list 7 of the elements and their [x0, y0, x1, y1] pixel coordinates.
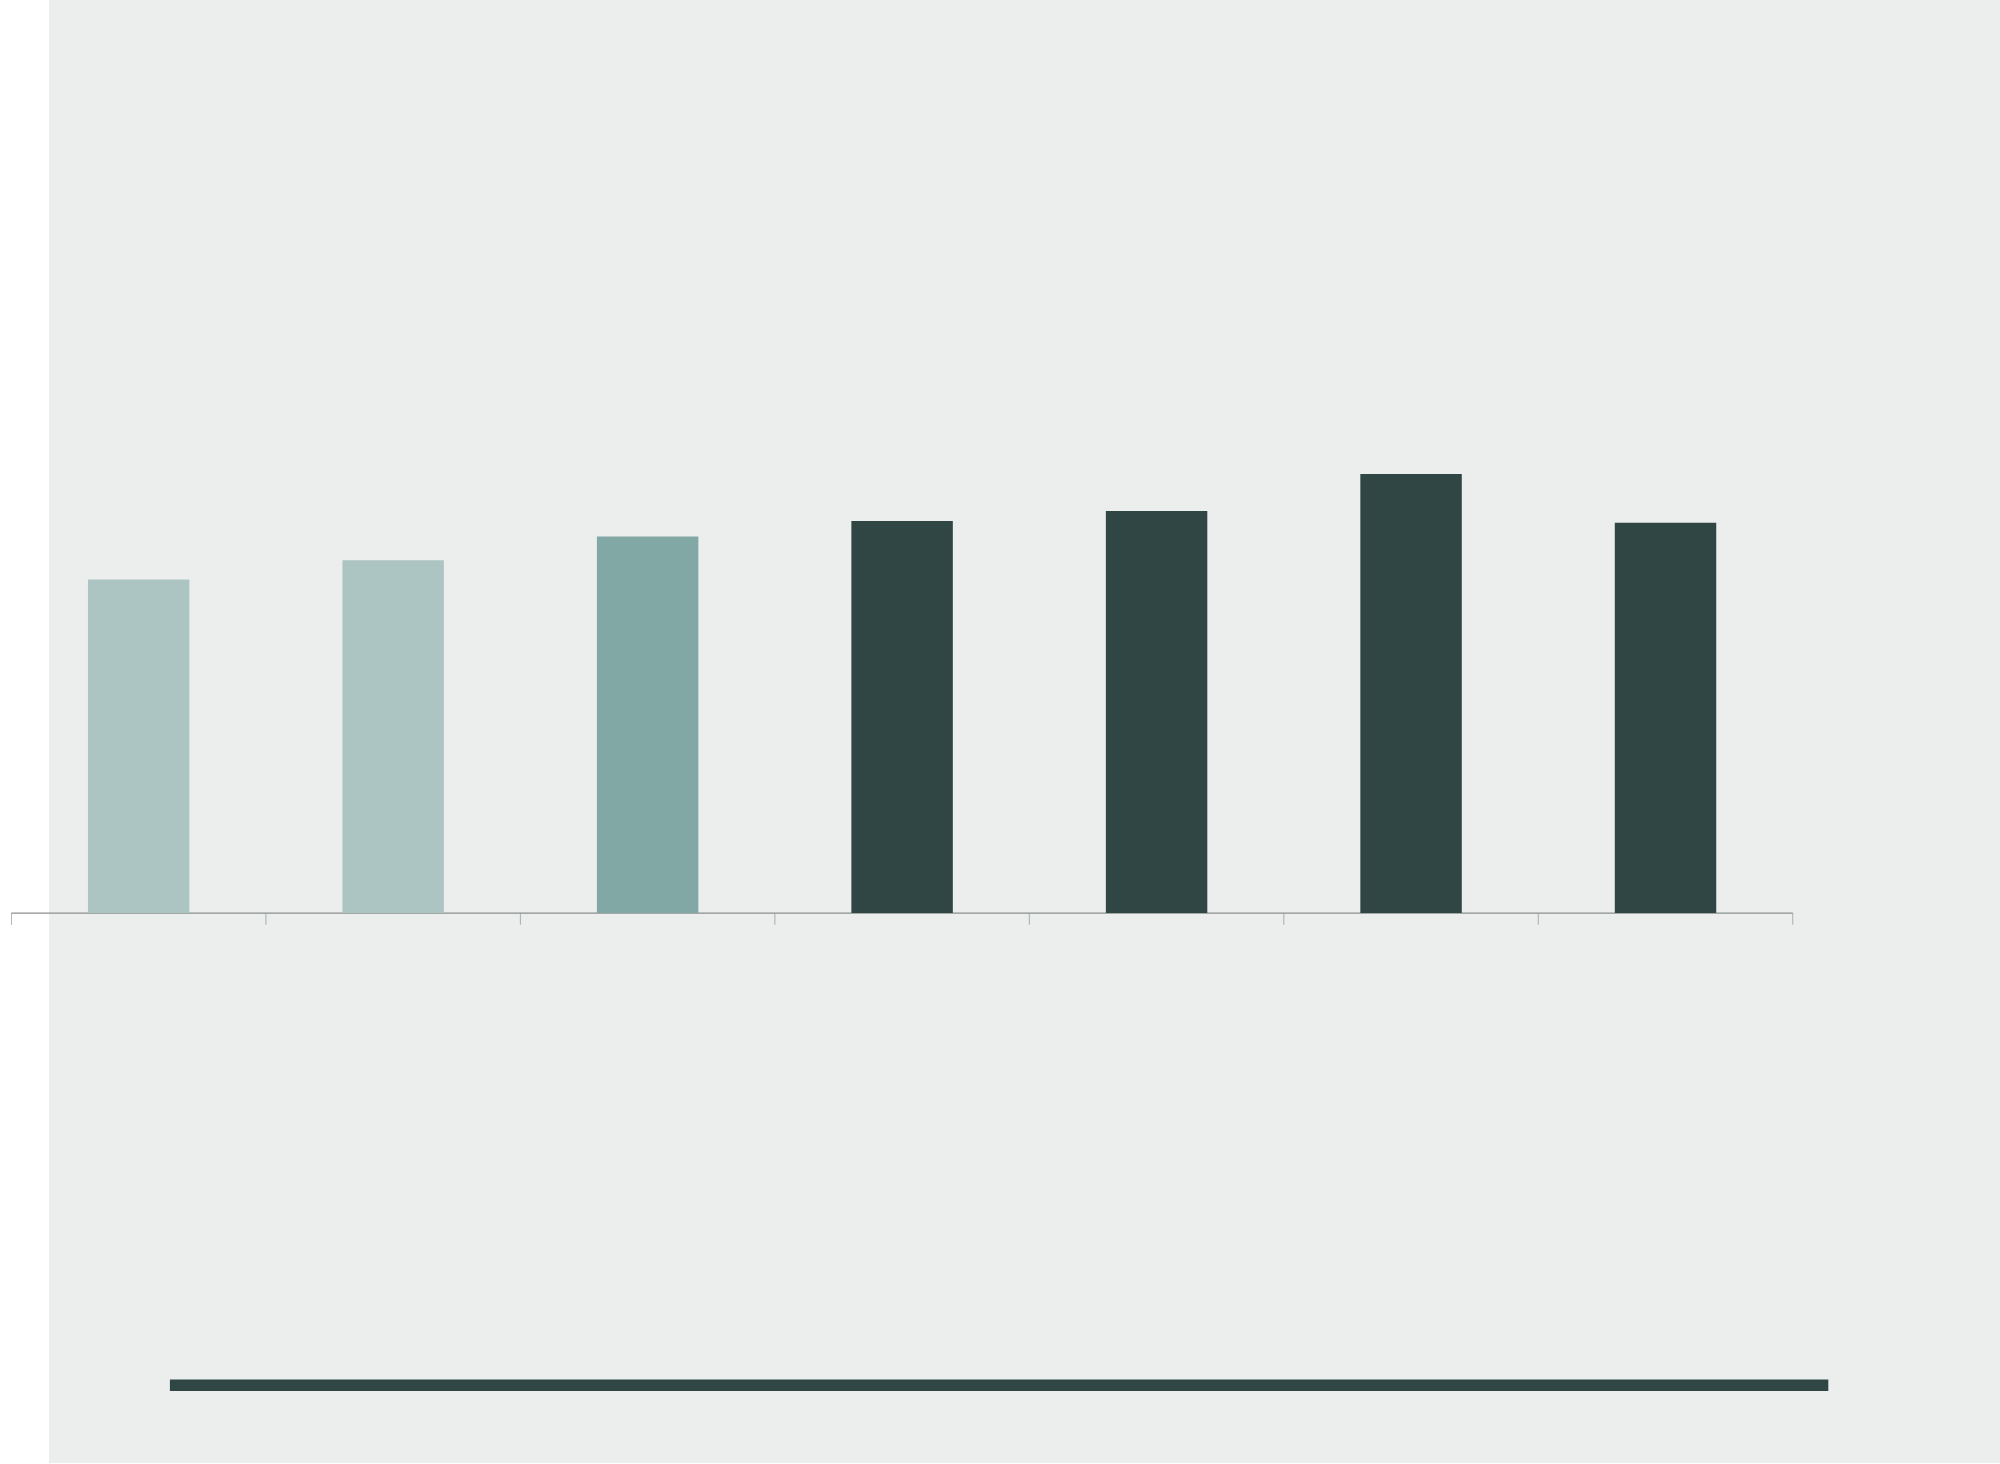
bar	[596, 536, 699, 914]
bar	[1105, 511, 1208, 914]
bar	[1360, 474, 1462, 914]
bar	[851, 521, 953, 914]
bar	[1614, 523, 1717, 914]
bar	[342, 560, 444, 914]
bar	[87, 579, 190, 914]
